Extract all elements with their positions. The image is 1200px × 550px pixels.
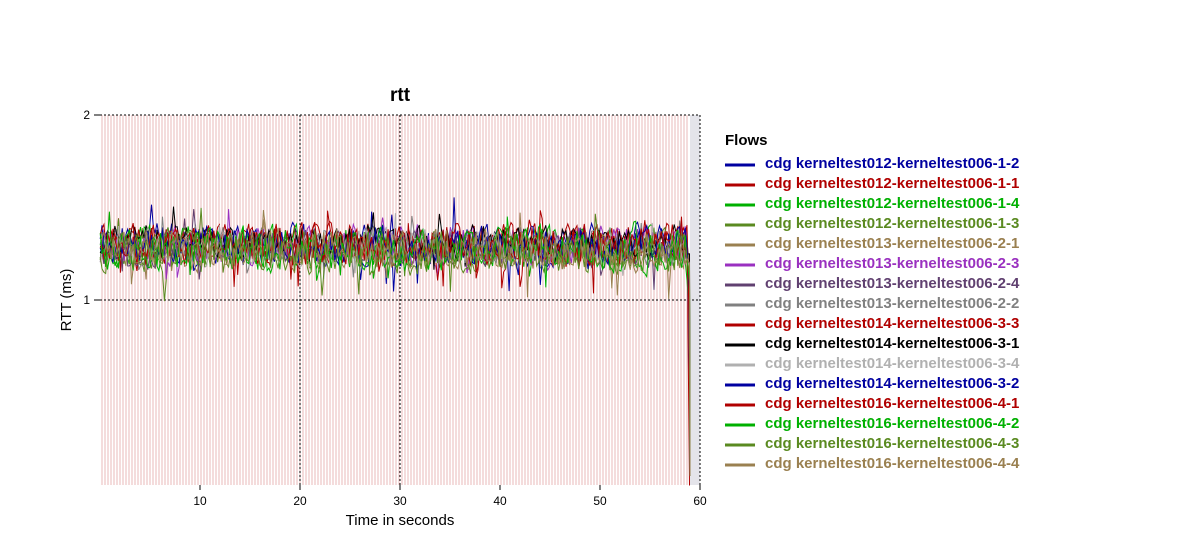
x-tick-label: 30 [393, 494, 407, 508]
y-axis-label: RTT (ms) [58, 269, 75, 332]
grid-lines [100, 114, 701, 485]
legend-label-5: cdg kerneltest013-kerneltest006-2-1 [765, 235, 1019, 252]
legend-label-6: cdg kerneltest013-kerneltest006-2-3 [765, 255, 1019, 272]
plot-end-band [690, 115, 700, 485]
legend-items: cdg kerneltest012-kerneltest006-1-2 cdg k… [725, 155, 1020, 472]
legend-label-1: cdg kerneltest012-kerneltest006-1-2 [765, 155, 1019, 172]
x-tick-label: 60 [693, 494, 707, 508]
legend-label-13: cdg kerneltest016-kerneltest006-4-1 [765, 395, 1019, 412]
legend-label-16: cdg kerneltest016-kerneltest006-4-4 [765, 455, 1020, 472]
legend-title: Flows [725, 132, 768, 149]
chart-title: rtt [390, 85, 411, 106]
legend-label-9: cdg kerneltest014-kerneltest006-3-3 [765, 315, 1019, 332]
x-tick-label: 40 [493, 494, 507, 508]
legend-label-2: cdg kerneltest012-kerneltest006-1-1 [765, 175, 1019, 192]
axes: 10 20 30 40 50 60 1 2 [83, 108, 707, 508]
series-lines [99, 197, 691, 486]
x-tick-label: 20 [293, 494, 307, 508]
legend-label-10: cdg kerneltest014-kerneltest006-3-1 [765, 335, 1019, 352]
legend-label-12: cdg kerneltest014-kerneltest006-3-2 [765, 375, 1019, 392]
legend-label-8: cdg kerneltest013-kerneltest006-2-2 [765, 295, 1019, 312]
legend-label-14: cdg kerneltest016-kerneltest006-4-2 [765, 415, 1019, 432]
legend-label-7: cdg kerneltest013-kerneltest006-2-4 [765, 275, 1020, 292]
x-axis-label: Time in seconds [346, 512, 455, 529]
y-tick-label: 1 [83, 293, 90, 307]
legend-label-4: cdg kerneltest012-kerneltest006-1-3 [765, 215, 1019, 232]
x-tick-label: 50 [593, 494, 607, 508]
x-tick-label: 10 [193, 494, 207, 508]
legend-label-11: cdg kerneltest014-kerneltest006-3-4 [765, 355, 1020, 372]
series-line-16 [100, 209, 691, 476]
legend-label-3: cdg kerneltest012-kerneltest006-1-4 [765, 195, 1020, 212]
legend: Flows cdg kerneltest012-kerneltest006-1-… [725, 132, 1020, 472]
legend-label-15: cdg kerneltest016-kerneltest006-4-3 [765, 435, 1019, 452]
y-tick-label: 2 [83, 108, 90, 122]
